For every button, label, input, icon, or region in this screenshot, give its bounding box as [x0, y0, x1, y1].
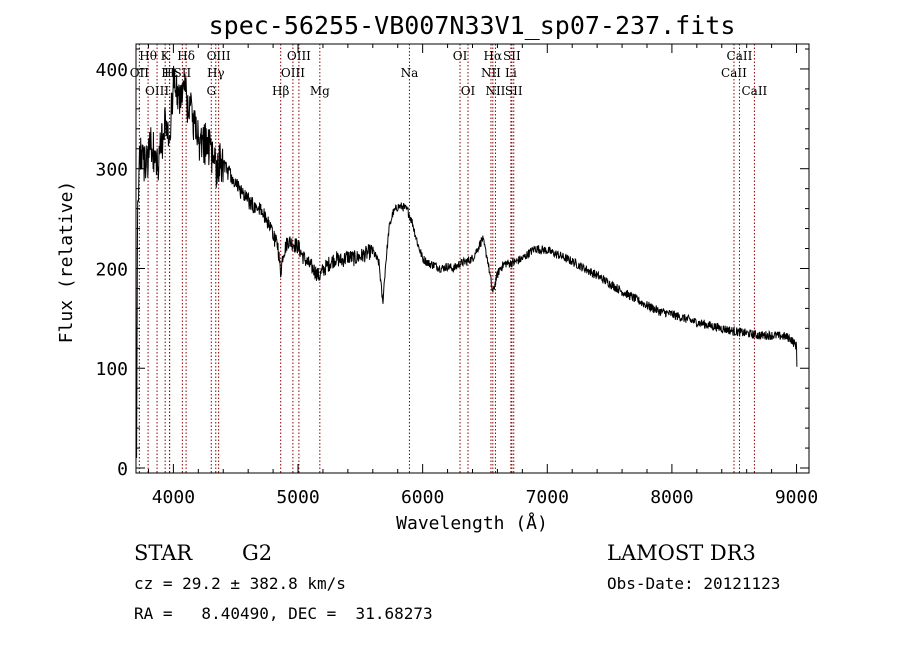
spectral-line-label: OII — [130, 66, 150, 80]
obs-date-text: Obs-Date: 20121123 — [607, 574, 780, 593]
axis-ticks-layer: 4000 5000 6000 7000 8000 9000 0 100 200 300 400 — [95, 44, 818, 508]
plot-frame — [135, 43, 810, 474]
spectral-line-label: Na — [401, 66, 419, 80]
spectral-line-label: H — [164, 66, 174, 80]
spectral-line-label: SII — [174, 66, 192, 80]
spectral-line-label: Li — [505, 66, 517, 80]
spectral-line-label: OI — [461, 84, 476, 98]
spectral-line-label: CaII — [721, 66, 747, 80]
object-class: STAR — [134, 541, 193, 565]
x-tick-label: 6000 — [401, 487, 444, 508]
spectral-line-label: OIII — [281, 66, 305, 80]
x-tick-label: 5000 — [276, 487, 319, 508]
redshift-text: cz = 29.2 ± 382.8 km/s — [134, 574, 346, 593]
x-axis-label: Wavelength (Å) — [396, 512, 548, 534]
y-tick-label: 0 — [117, 459, 128, 480]
spectral-line-label: NII — [485, 84, 505, 98]
spectral-line-label: Hθ — [139, 49, 157, 63]
spectral-line-label: OIII — [207, 49, 231, 63]
spectrum-line — [136, 65, 798, 459]
x-tick-label: 9000 — [775, 487, 818, 508]
object-subclass: G2 — [242, 541, 272, 565]
x-tick-label: 7000 — [526, 487, 569, 508]
y-axis-label: Flux (relative) — [56, 181, 77, 344]
spectral-line-label: Mg — [310, 84, 330, 98]
spectral-line-label: SII — [503, 49, 521, 63]
y-tick-label: 100 — [95, 359, 128, 380]
y-tick-label: 300 — [95, 160, 128, 181]
spectrum-layer — [136, 65, 798, 459]
spectral-line-label: Hβ — [272, 84, 289, 98]
spectral-line-label: OIII — [145, 84, 169, 98]
coordinates-text: RA = 8.40490, DEC = 31.68273 — [134, 604, 433, 623]
spectral-line-label: Hα — [484, 49, 503, 63]
spectral-line-label: K — [161, 49, 171, 63]
x-tick-label: 8000 — [650, 487, 693, 508]
spectral-line-label: Hγ — [207, 66, 225, 80]
y-tick-label: 200 — [95, 259, 128, 280]
spectral-line-label: CaII — [741, 84, 767, 98]
spectral-line-label: OI — [453, 49, 468, 63]
spectral-line-label: G — [206, 84, 216, 98]
spectral-line-label: SII — [505, 84, 523, 98]
spectral-line-label: OIII — [287, 49, 311, 63]
y-tick-label: 400 — [95, 60, 128, 81]
chart-title: spec-56255-VB007N33V1_sp07-237.fits — [209, 11, 736, 40]
survey-name: LAMOST DR3 — [607, 541, 756, 565]
x-tick-label: 4000 — [152, 487, 195, 508]
spectral-line-label: NII — [481, 66, 501, 80]
spectral-line-label: Hδ — [177, 49, 195, 63]
spectral-line-label: CaII — [727, 49, 753, 63]
